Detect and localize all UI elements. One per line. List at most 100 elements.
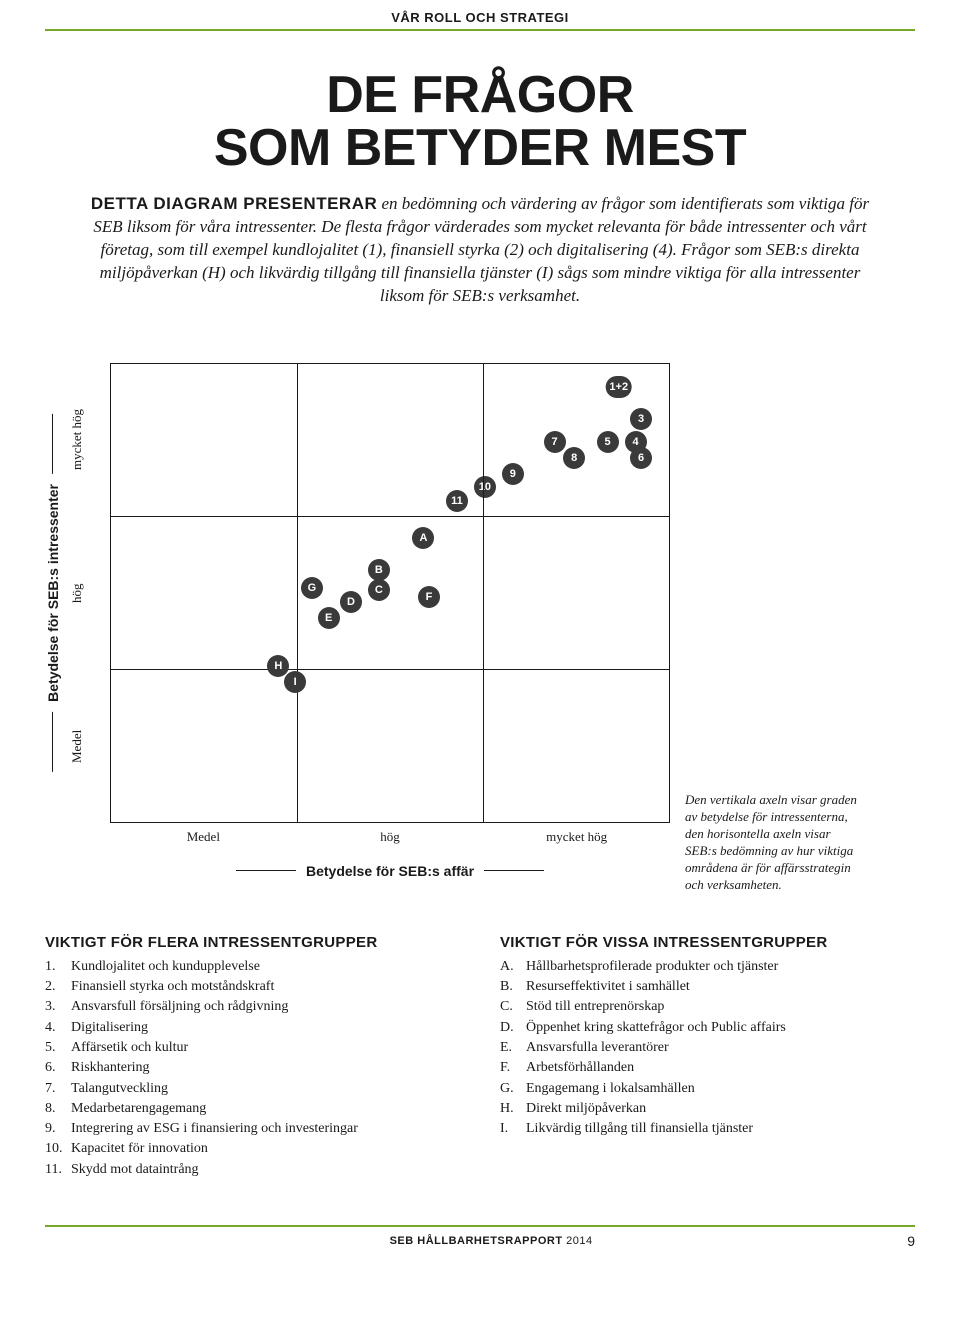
list-item-key: I. bbox=[500, 1119, 526, 1139]
chart-point: 7 bbox=[544, 431, 566, 453]
list-item-key: G. bbox=[500, 1079, 526, 1099]
chart-point: C bbox=[368, 579, 390, 601]
list-item: 5.Affärsetik och kultur bbox=[45, 1038, 460, 1058]
chart-point: A bbox=[412, 527, 434, 549]
list-item: B.Resurseffektivitet i samhället bbox=[500, 977, 915, 997]
list-item-label: Kundlojalitet och kundupplevelse bbox=[71, 957, 260, 977]
legend-lists: VIKTIGT FÖR FLERA INTRESSENTGRUPPER 1.Ku… bbox=[45, 934, 915, 1180]
list-item-key: 9. bbox=[45, 1119, 71, 1139]
intro-paragraph: DETTA DIAGRAM PRESENTERAR en bedömning o… bbox=[90, 193, 870, 308]
list-item-label: Ansvarsfulla leverantörer bbox=[526, 1038, 669, 1058]
footer-title-text: SEB HÅLLBARHETSRAPPORT bbox=[390, 1235, 563, 1247]
list-item: 7.Talangutveckling bbox=[45, 1079, 460, 1099]
list-item-key: B. bbox=[500, 977, 526, 997]
chart-caption: Den vertikala axeln visar graden av bety… bbox=[685, 792, 865, 893]
list-item-label: Riskhantering bbox=[71, 1058, 150, 1078]
list-item-label: Resurseffektivitet i samhället bbox=[526, 977, 690, 997]
list-item: 4.Digitalisering bbox=[45, 1018, 460, 1038]
chart-point: B bbox=[368, 559, 390, 581]
page-title: DE FRÅGOR SOM BETYDER MEST bbox=[45, 69, 915, 175]
list-item-label: Talangutveckling bbox=[71, 1079, 168, 1099]
list-item-key: D. bbox=[500, 1018, 526, 1038]
list-item: 9.Integrering av ESG i finansiering och … bbox=[45, 1119, 460, 1139]
list-item: F.Arbetsförhållanden bbox=[500, 1058, 915, 1078]
list-item: 1.Kundlojalitet och kundupplevelse bbox=[45, 957, 460, 977]
list-item-key: C. bbox=[500, 997, 526, 1017]
x-tick-mid: hög bbox=[297, 829, 484, 845]
title-line-2: SOM BETYDER MEST bbox=[214, 119, 746, 177]
list-item-label: Likvärdig tillgång till finansiella tjän… bbox=[526, 1119, 753, 1139]
list-item-label: Engagemang i lokalsamhällen bbox=[526, 1079, 695, 1099]
kicker-text: VÅR ROLL OCH STRATEGI bbox=[45, 0, 915, 29]
chart-point: 1+2 bbox=[605, 376, 632, 398]
list-item: I.Likvärdig tillgång till finansiella tj… bbox=[500, 1119, 915, 1139]
footer-title: SEB HÅLLBARHETSRAPPORT 2014 bbox=[75, 1235, 907, 1247]
list-item-label: Medarbetarengagemang bbox=[71, 1099, 206, 1119]
list-item-key: 8. bbox=[45, 1099, 71, 1119]
list-item-key: A. bbox=[500, 957, 526, 977]
gridline-h2 bbox=[111, 669, 669, 670]
list-item: 8.Medarbetarengagemang bbox=[45, 1099, 460, 1119]
y-axis-title: Betydelse för SEB:s intressenter bbox=[45, 414, 61, 772]
list-item: C.Stöd till entreprenörskap bbox=[500, 997, 915, 1017]
materiality-chart: Betydelse för SEB:s intressenter Medel h… bbox=[45, 363, 915, 879]
chart-holder: 1+234567891011ABCDEFGHI Medel hög mycket… bbox=[110, 363, 670, 879]
list-item: 2.Finansiell styrka och motståndskraft bbox=[45, 977, 460, 997]
list-alpha-heading: VIKTIGT FÖR VISSA INTRESSENT­GRUPPER bbox=[500, 934, 915, 951]
plot-wrap: 1+234567891011ABCDEFGHI Medel hög mycket… bbox=[110, 363, 670, 879]
list-item-label: Affärsetik och kultur bbox=[71, 1038, 188, 1058]
list-item-key: 4. bbox=[45, 1018, 71, 1038]
y-axis-title-text: Betydelse för SEB:s intressenter bbox=[45, 484, 61, 702]
y-ticks: Medel hög mycket hög bbox=[69, 363, 85, 823]
list-item-label: Stöd till entreprenörskap bbox=[526, 997, 664, 1017]
chart-point: 3 bbox=[630, 408, 652, 430]
list-item-key: 5. bbox=[45, 1038, 71, 1058]
list-item: D.Öppenhet kring skattefrågor och Public… bbox=[500, 1018, 915, 1038]
y-axis: Betydelse för SEB:s intressenter Medel h… bbox=[45, 363, 85, 823]
list-item-label: Öppenhet kring skattefrågor och Public a… bbox=[526, 1018, 786, 1038]
y-tick-high: mycket hög bbox=[69, 363, 85, 516]
y-tick-mid: hög bbox=[69, 516, 85, 669]
list-item-label: Ansvarsfull försäljning och rådgivning bbox=[71, 997, 288, 1017]
chart-point: 10 bbox=[474, 476, 496, 498]
chart-point: G bbox=[301, 577, 323, 599]
chart-point: 5 bbox=[597, 431, 619, 453]
list-item-key: 10. bbox=[45, 1139, 71, 1159]
x-tick-high: mycket hög bbox=[483, 829, 670, 845]
list-item-key: 7. bbox=[45, 1079, 71, 1099]
list-item-key: H. bbox=[500, 1099, 526, 1119]
plot-area: 1+234567891011ABCDEFGHI bbox=[110, 363, 670, 823]
title-line-1: DE FRÅGOR bbox=[326, 66, 634, 124]
list-item-label: Direkt miljöpåverkan bbox=[526, 1099, 646, 1119]
list-item: A.Hållbarhetsprofilerade produkter och t… bbox=[500, 957, 915, 977]
list-item-label: Hållbarhetsprofilerade produkter och tjä… bbox=[526, 957, 778, 977]
list-item-key: 2. bbox=[45, 977, 71, 997]
chart-point: 8 bbox=[563, 447, 585, 469]
page-footer: SEB HÅLLBARHETSRAPPORT 2014 9 bbox=[45, 1227, 915, 1249]
list-item-label: Digitalisering bbox=[71, 1018, 148, 1038]
top-rule bbox=[45, 29, 915, 31]
chart-point: E bbox=[318, 607, 340, 629]
chart-point: 6 bbox=[630, 447, 652, 469]
chart-point: I bbox=[284, 671, 306, 693]
chart-point: F bbox=[418, 586, 440, 608]
list-item-key: E. bbox=[500, 1038, 526, 1058]
list-item: H.Direkt miljöpåverkan bbox=[500, 1099, 915, 1119]
chart-point: 11 bbox=[446, 490, 468, 512]
list-item: 6.Riskhantering bbox=[45, 1058, 460, 1078]
page-number: 9 bbox=[907, 1233, 915, 1249]
list-item-key: 1. bbox=[45, 957, 71, 977]
x-axis-title: Betydelse för SEB:s affär bbox=[110, 863, 670, 879]
chart-point: 9 bbox=[502, 463, 524, 485]
footer-year: 2014 bbox=[566, 1235, 592, 1247]
list-alpha: VIKTIGT FÖR VISSA INTRESSENT­GRUPPER A.H… bbox=[500, 934, 915, 1180]
list-item-key: 6. bbox=[45, 1058, 71, 1078]
list-item: E.Ansvarsfulla leverantörer bbox=[500, 1038, 915, 1058]
x-ticks: Medel hög mycket hög bbox=[110, 829, 670, 845]
list-numeric-heading: VIKTIGT FÖR FLERA INTRESSENTGRUPPER bbox=[45, 934, 460, 951]
list-item: G.Engagemang i lokalsamhällen bbox=[500, 1079, 915, 1099]
list-item: 10.Kapacitet för innovation bbox=[45, 1139, 460, 1159]
gridline-h1 bbox=[111, 516, 669, 517]
list-item-key: F. bbox=[500, 1058, 526, 1078]
x-axis-title-text: Betydelse för SEB:s affär bbox=[306, 863, 474, 879]
